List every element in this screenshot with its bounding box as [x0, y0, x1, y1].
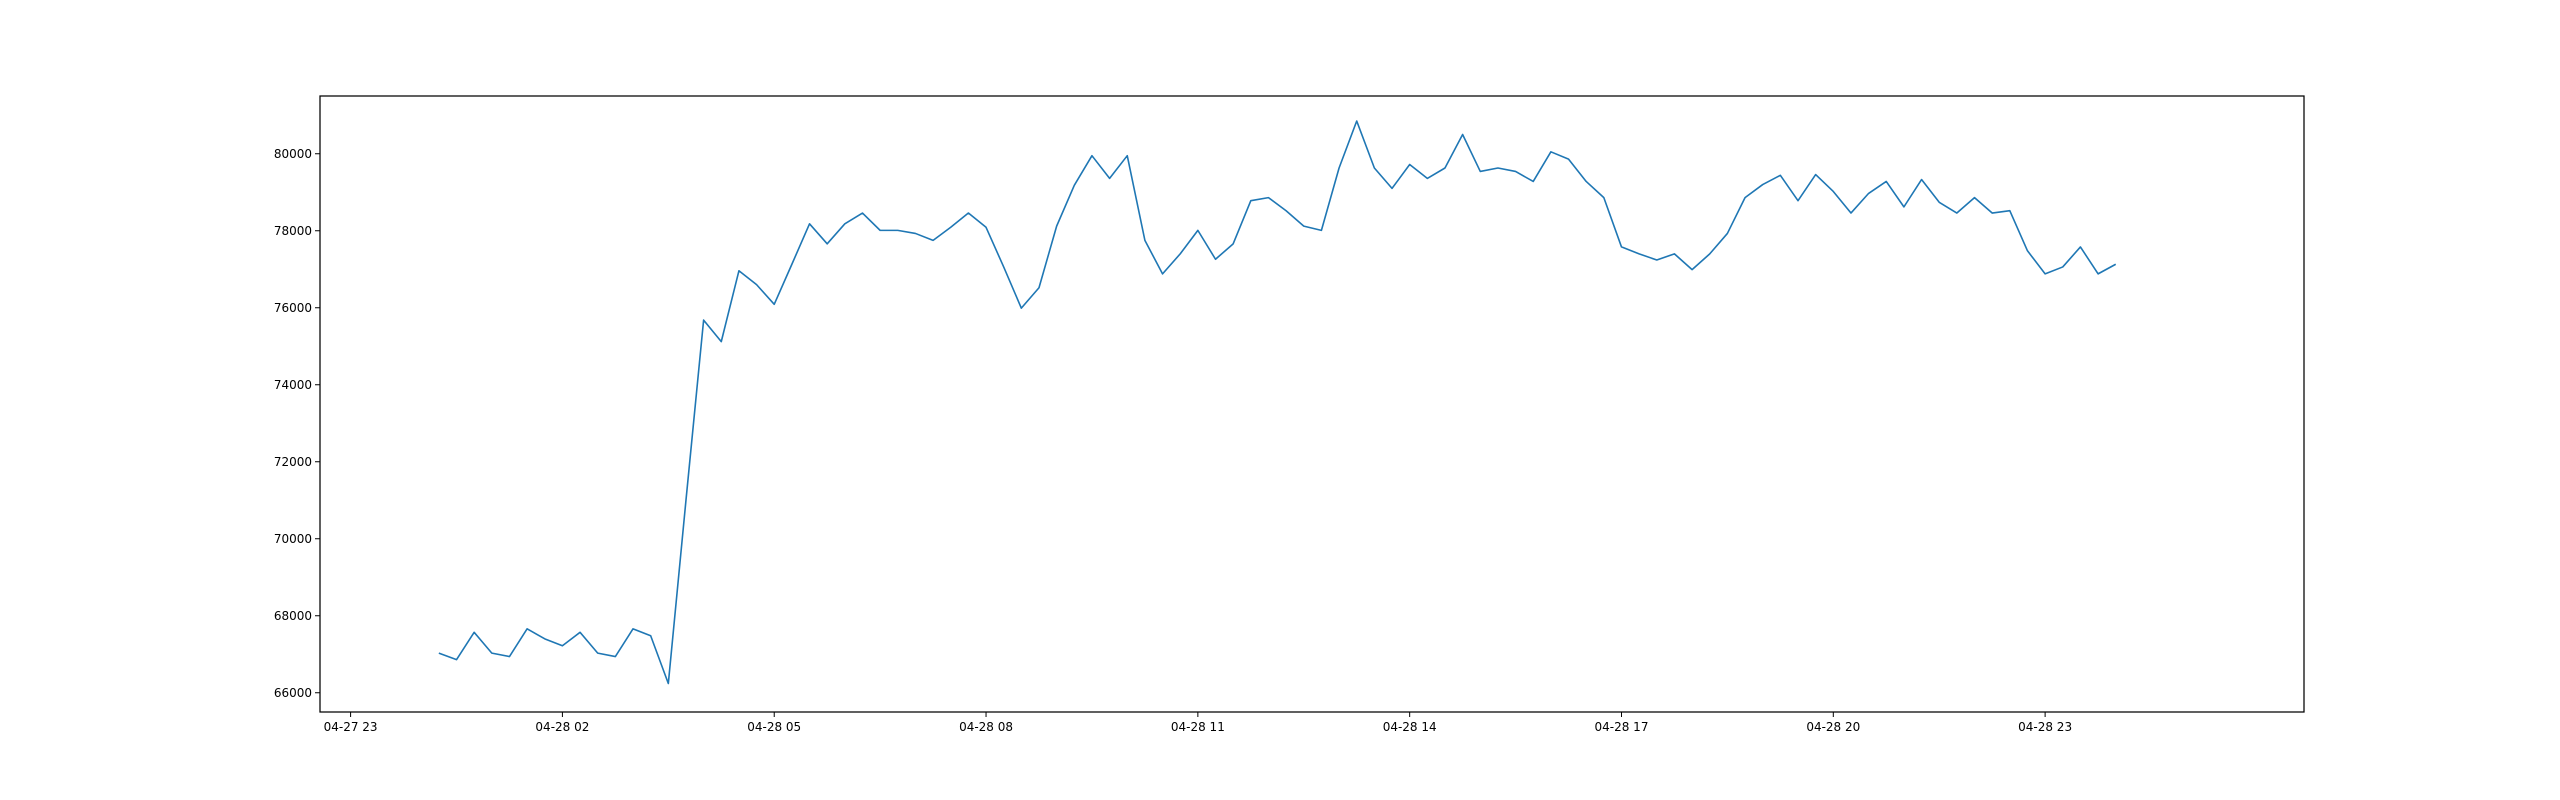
series-layer: [438, 120, 2117, 685]
y-tick-label-1: 68000: [274, 609, 312, 623]
x-tick-label-2: 04-28 05: [747, 720, 801, 734]
x-axis: 04-27 23 04-28 02 04-28 05 04-28 08 04-28 11…: [324, 712, 2072, 734]
series-line-0: [438, 120, 2117, 685]
y-tick-label-6: 78000: [274, 224, 312, 238]
x-tick-label-5: 04-28 14: [1383, 720, 1437, 734]
y-tick-label-7: 80000: [274, 147, 312, 161]
y-tick-label-4: 74000: [274, 378, 312, 392]
x-tick-label-4: 04-28 11: [1171, 720, 1225, 734]
x-tick-label-8: 04-28 23: [2018, 720, 2072, 734]
y-tick-label-0: 66000: [274, 686, 312, 700]
x-tick-label-0: 04-27 23: [324, 720, 378, 734]
axes-frame: [319, 95, 2305, 713]
y-tick-label-2: 70000: [274, 532, 312, 546]
x-tick-label-7: 04-28 20: [1806, 720, 1860, 734]
x-tick-label-1: 04-28 02: [535, 720, 589, 734]
y-tick-label-5: 76000: [274, 301, 312, 315]
y-axis: 66000 68000 70000 72000 74000 76000 78000 80000: [274, 147, 320, 700]
y-tick-label-3: 72000: [274, 455, 312, 469]
x-tick-label-6: 04-28 17: [1595, 720, 1649, 734]
x-tick-label-3: 04-28 08: [959, 720, 1013, 734]
